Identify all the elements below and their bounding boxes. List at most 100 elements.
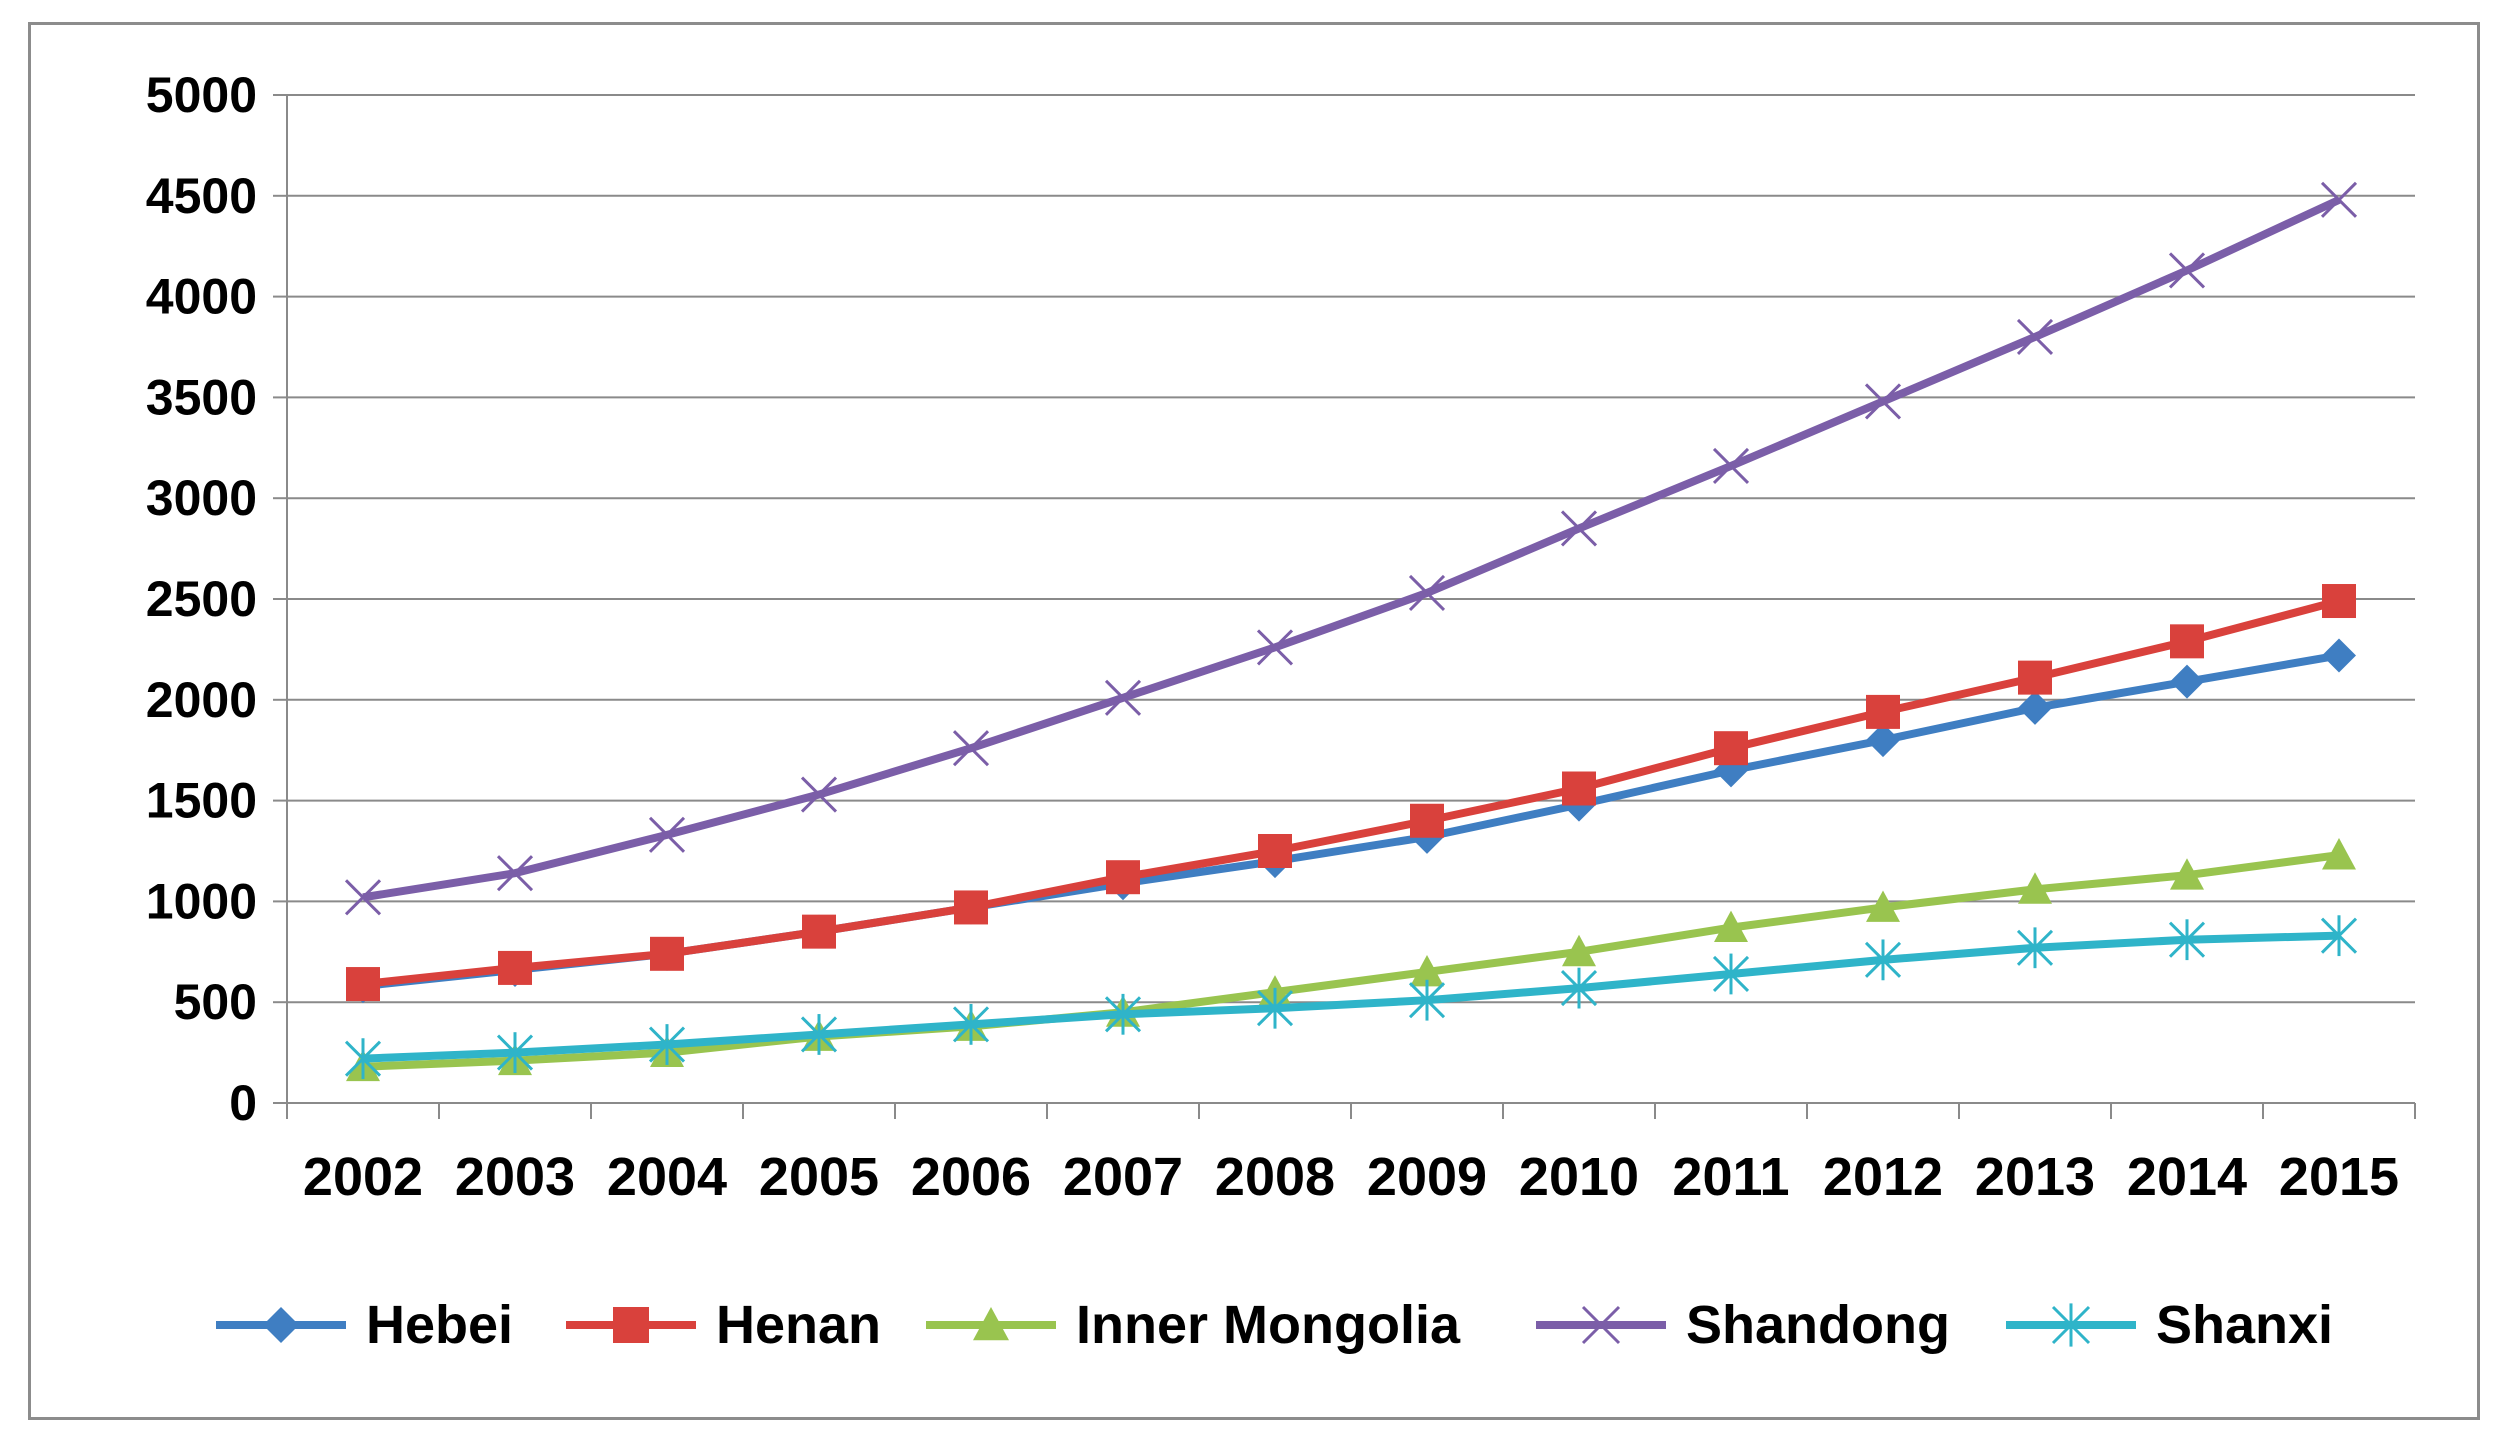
series-line (362, 931, 2340, 1063)
data-point (2320, 915, 2358, 957)
data-point (1866, 890, 1900, 922)
x-tick-label: 2011 (1672, 1147, 1789, 1207)
data-point (1104, 679, 1142, 716)
series-line (362, 196, 2341, 902)
data-point (496, 855, 534, 892)
data-point (1408, 574, 1446, 612)
data-point (802, 914, 836, 949)
data-point (648, 816, 686, 853)
x-tick-label: 2012 (1823, 1147, 1943, 1207)
data-point (1560, 510, 1598, 547)
gridlines (287, 94, 2415, 1004)
y-tick-label: 2000 (146, 672, 257, 728)
data-point (973, 1307, 1009, 1341)
data-point (648, 1024, 686, 1065)
series-shandong (344, 181, 2358, 916)
data-point (1562, 771, 1596, 806)
data-point (1104, 993, 1142, 1035)
data-point (2018, 690, 2052, 725)
legend: Hebei Henan Inner Mongolia Shandong Shanxi (216, 1295, 2333, 1355)
legend-label: Hebei (366, 1295, 513, 1355)
data-point (496, 1032, 534, 1073)
y-tick-label: 1500 (146, 773, 257, 829)
x-tick-label: 2013 (1975, 1147, 2095, 1207)
data-point (1256, 629, 1294, 666)
data-point (2018, 872, 2052, 904)
series-shanxi (344, 915, 2358, 1080)
legend-item: Shandong (1536, 1295, 1950, 1355)
x-axis-ticks: 2002 2003 2004 2005 2006 2007 2008 2009 2010 2011… (286, 1103, 2416, 1207)
data-point (2322, 584, 2356, 619)
data-point (2170, 664, 2204, 699)
data-point (263, 1307, 299, 1343)
y-tick-label: 1000 (146, 873, 257, 929)
data-point (1714, 731, 1748, 766)
series-line (362, 597, 2341, 989)
data-point (2168, 252, 2206, 289)
line-chart: 0 500 1000 1500 2000 2500 3000 3500 4000 4500 5000… (146, 67, 2416, 1355)
y-tick-label: 5000 (146, 67, 257, 123)
legend-item: Shanxi (2006, 1295, 2333, 1355)
series-line (362, 851, 2340, 1071)
y-tick-label: 500 (174, 974, 257, 1030)
data-point (2016, 927, 2054, 969)
x-tick-label: 2014 (2127, 1147, 2247, 1207)
data-point (1258, 834, 1292, 868)
data-point (498, 950, 532, 985)
legend-label: Inner Mongolia (1076, 1295, 1461, 1355)
x-tick-label: 2005 (759, 1147, 879, 1207)
data-point (2168, 919, 2206, 961)
x-tick-label: 2009 (1367, 1147, 1487, 1207)
data-point (2170, 624, 2204, 659)
data-point (1410, 954, 1444, 987)
data-point (1866, 694, 1900, 729)
y-tick-label: 2500 (146, 571, 257, 627)
legend-item: Inner Mongolia (926, 1295, 1461, 1355)
y-tick-label: 3500 (146, 369, 257, 425)
x-tick-label: 2010 (1519, 1147, 1639, 1207)
data-point (1560, 967, 1598, 1009)
data-point (2018, 660, 2052, 695)
data-point (344, 1038, 382, 1080)
series-henan (346, 584, 2356, 1002)
data-point (1714, 910, 1748, 943)
y-tick-label: 3000 (146, 470, 257, 526)
data-point (2170, 858, 2204, 890)
data-point (1581, 1305, 1621, 1345)
x-tick-label: 2015 (2279, 1147, 2399, 1207)
x-tick-label: 2004 (607, 1147, 727, 1207)
x-tick-label: 2002 (303, 1147, 423, 1207)
data-point (954, 890, 988, 925)
x-tick-label: 2007 (1063, 1147, 1183, 1207)
data-point (2051, 1303, 2091, 1347)
data-point (1408, 979, 1446, 1021)
data-point (1410, 803, 1444, 838)
data-point (1864, 383, 1902, 420)
data-point (346, 967, 380, 1002)
y-tick-label: 4500 (146, 168, 257, 224)
legend-label: Shandong (1686, 1295, 1950, 1355)
data-point (1256, 987, 1294, 1029)
x-tick-label: 2008 (1215, 1147, 1335, 1207)
data-point (1864, 939, 1902, 981)
series-group (344, 181, 2358, 1082)
data-point (2320, 181, 2358, 218)
data-point (1866, 723, 1900, 758)
y-axis-ticks: 0 500 1000 1500 2000 2500 3000 3500 4000 4500 5000 (146, 67, 287, 1131)
legend-item: Henan (566, 1295, 881, 1355)
chart-frame: 0 500 1000 1500 2000 2500 3000 3500 4000 4500 5000… (28, 22, 2480, 1420)
x-tick-label: 2003 (455, 1147, 575, 1207)
x-tick-label: 2006 (911, 1147, 1031, 1207)
data-point (2016, 318, 2054, 355)
data-point (800, 1014, 838, 1055)
legend-label: Shanxi (2156, 1295, 2333, 1355)
data-point (952, 730, 990, 767)
y-tick-label: 0 (229, 1075, 257, 1131)
data-point (800, 776, 838, 813)
y-tick-label: 4000 (146, 269, 257, 325)
data-point (1562, 934, 1596, 967)
data-point (613, 1307, 649, 1343)
data-point (952, 1003, 990, 1045)
data-point (2322, 838, 2356, 870)
legend-label: Henan (716, 1295, 881, 1355)
